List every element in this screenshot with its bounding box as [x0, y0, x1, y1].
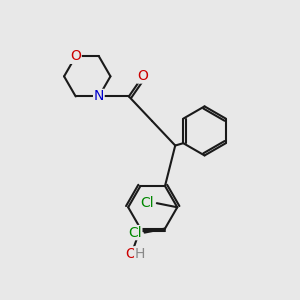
Text: Cl: Cl	[140, 196, 154, 210]
Text: O: O	[70, 49, 81, 63]
Text: O: O	[125, 247, 136, 261]
Text: H: H	[135, 247, 145, 261]
Text: O: O	[137, 69, 148, 83]
Text: N: N	[94, 89, 104, 103]
Text: Cl: Cl	[128, 226, 142, 240]
